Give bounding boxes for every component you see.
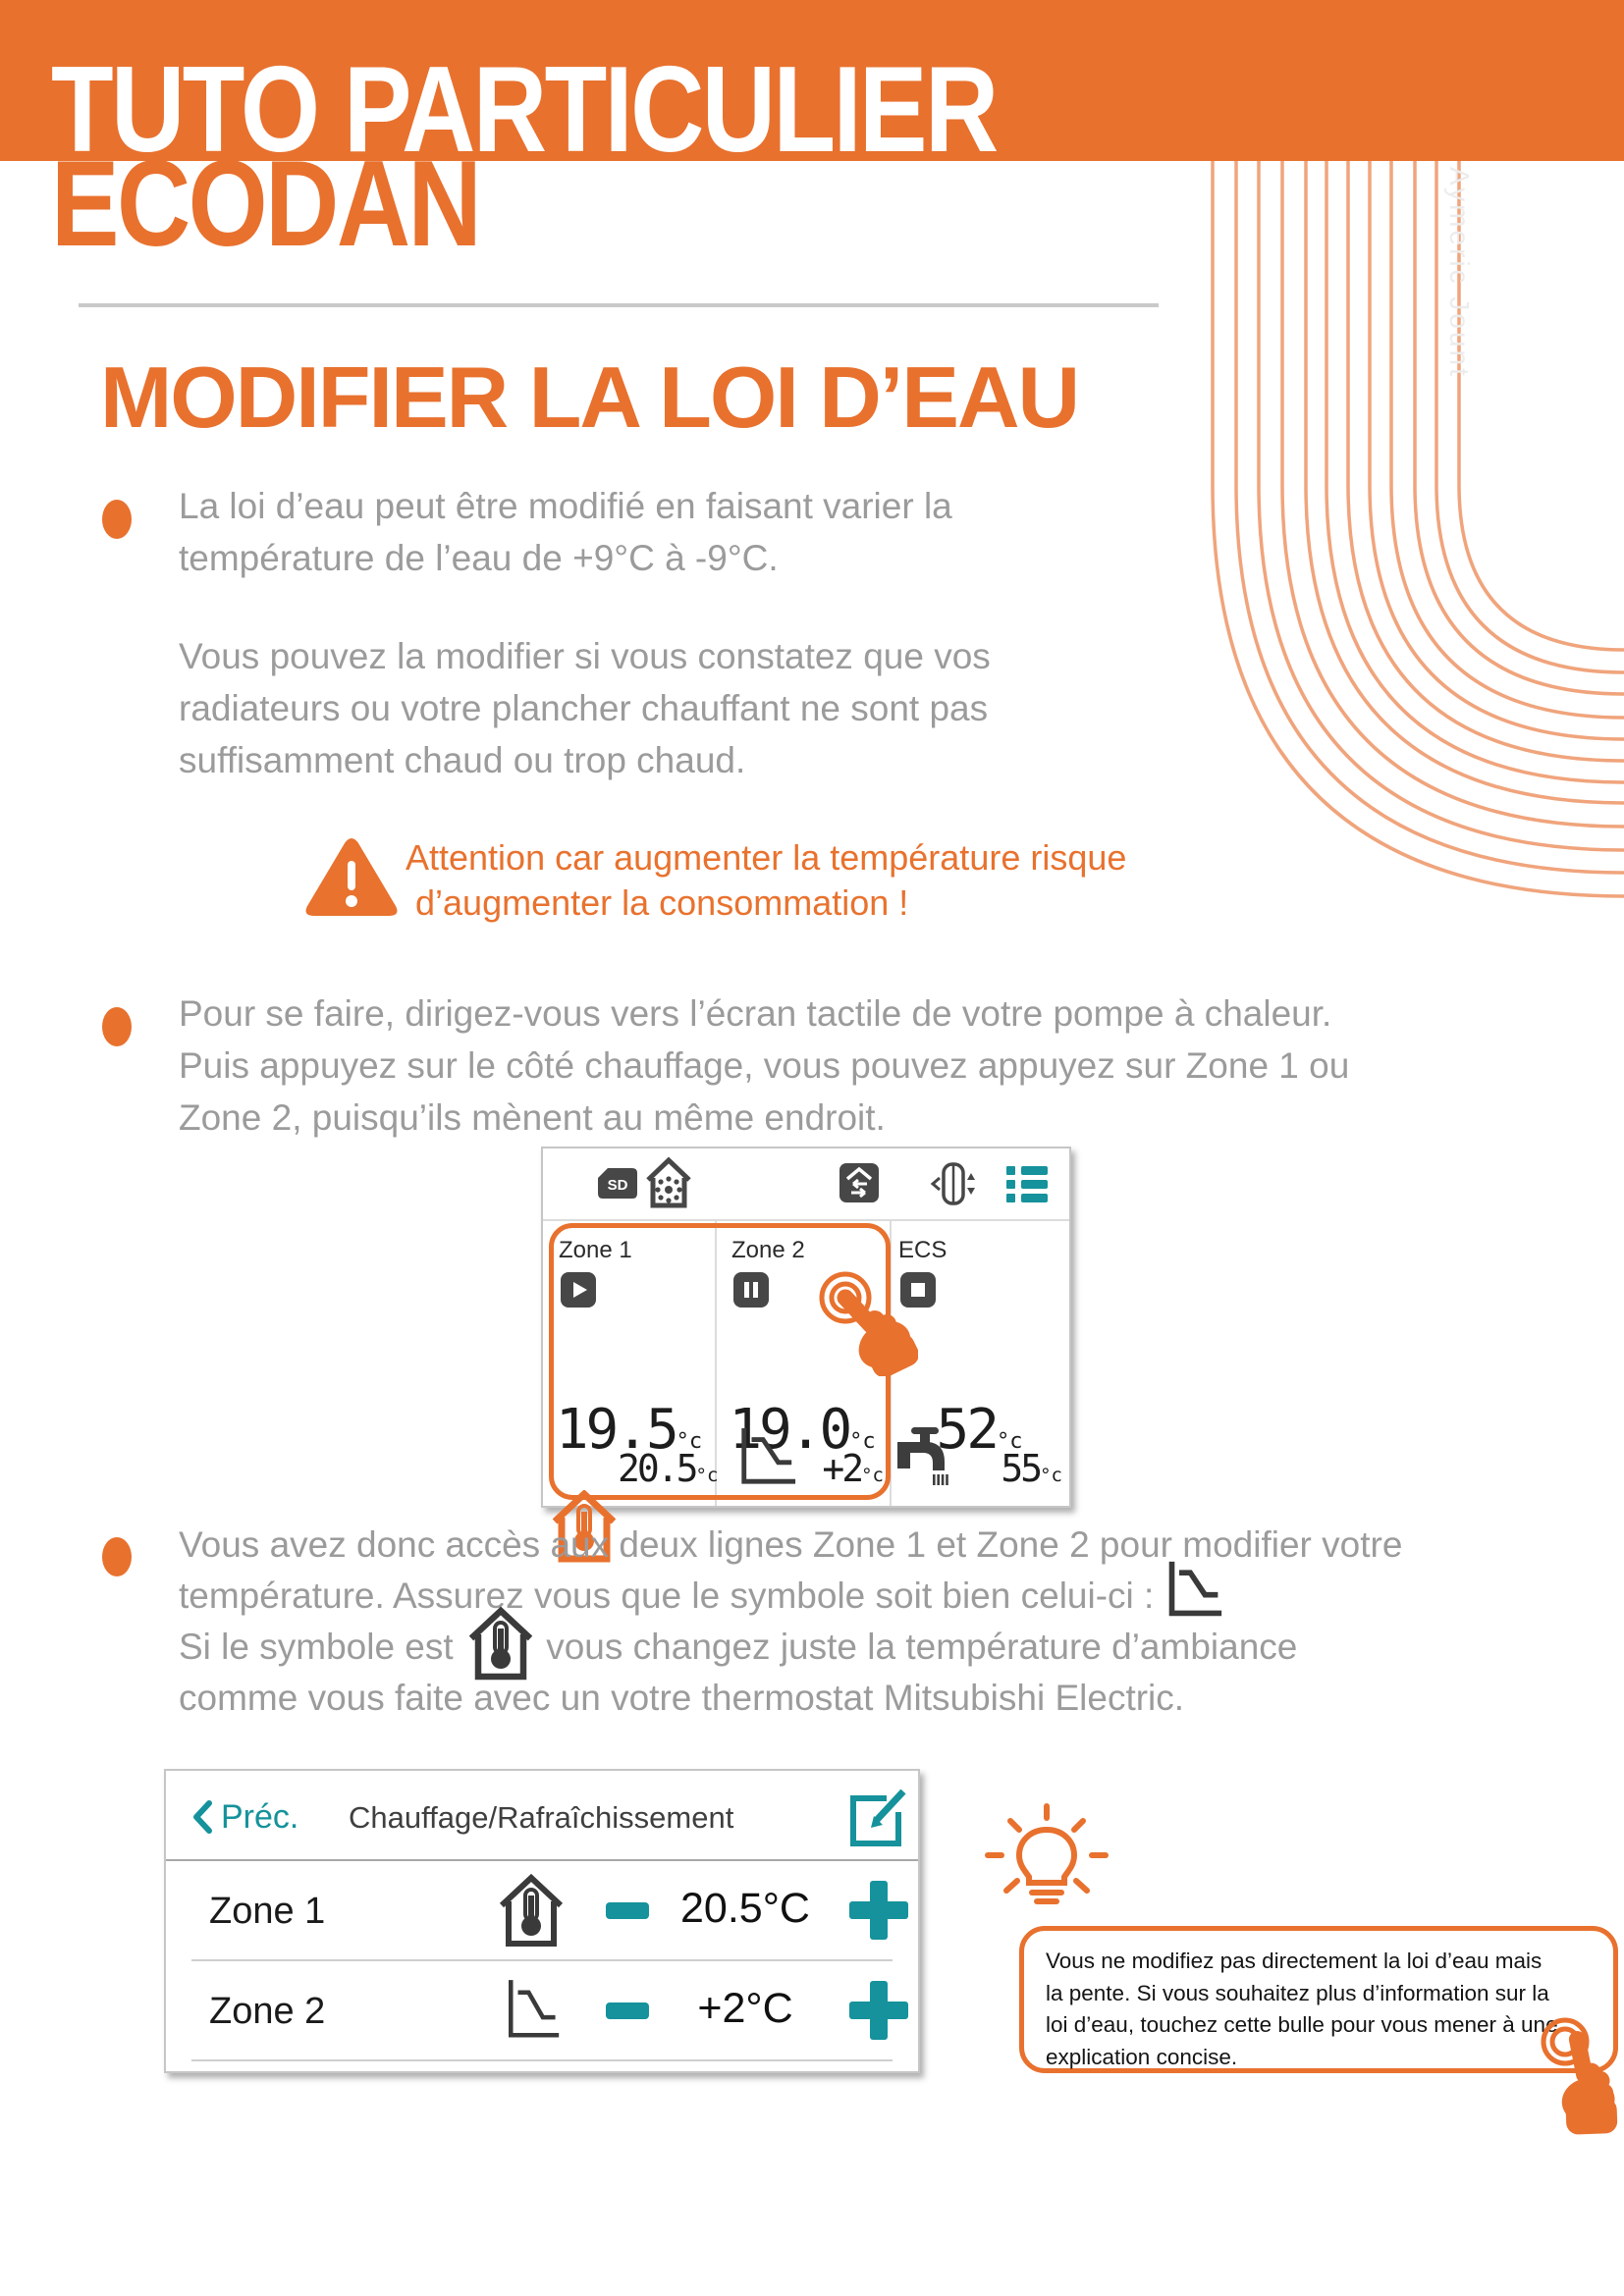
page-title-line2: ECODAN xyxy=(51,136,482,272)
paragraph-2: Vous pouvez la modifier si vous constate… xyxy=(179,636,991,780)
header-divider xyxy=(79,303,1159,307)
zone1-temperature: 19.5°c xyxy=(555,1398,703,1462)
house-thermometer-icon xyxy=(553,1490,616,1563)
back-button[interactable]: Préc. xyxy=(221,1798,299,1836)
status-toolbar: SD xyxy=(543,1148,1069,1221)
zone1-panel[interactable]: Zone 1 19.5°c 20.5°c xyxy=(543,1219,719,1563)
back-chevron-icon[interactable] xyxy=(191,1800,213,1834)
play-icon xyxy=(561,1272,596,1308)
house-thermometer-icon xyxy=(463,1606,536,1681)
bullet-dot xyxy=(102,500,132,539)
heatpump-home-screen: SD xyxy=(541,1147,1071,1563)
column-divider xyxy=(715,1221,717,1506)
zone1-row: Zone 1 20.5°C xyxy=(166,1861,918,1959)
author-watermark: Aymeric Jount xyxy=(1444,167,1475,379)
faucet-icon xyxy=(897,1427,948,1485)
zone2-temperature: 19.0°c xyxy=(729,1398,876,1462)
svg-text:SD: SD xyxy=(608,1177,628,1194)
zone2-panel[interactable]: Zone 2 19.0°c +2°c xyxy=(715,1219,890,1506)
heating-curve-icon xyxy=(1164,1561,1225,1617)
minus-button[interactable] xyxy=(606,1902,649,1919)
zone2-value: +2°C xyxy=(697,1985,793,2032)
heating-curve-icon xyxy=(741,1427,796,1484)
house-transfer-icon xyxy=(839,1163,879,1202)
decorative-arcs xyxy=(1211,161,1624,898)
ecs-setpoint: 55°c xyxy=(1001,1447,1062,1490)
heating-curve-icon xyxy=(508,1980,560,2038)
stop-icon xyxy=(900,1272,936,1308)
pause-icon xyxy=(733,1272,769,1308)
row-divider xyxy=(191,2059,893,2061)
zone1-value: 20.5°C xyxy=(680,1885,810,1932)
screen-title: Chauffage/Rafraîchissement xyxy=(349,1800,734,1835)
zone1-setpoint: 20.5°c xyxy=(618,1447,719,1490)
paragraph-1: La loi d’eau peut être modifié en faisan… xyxy=(179,486,952,578)
ecs-panel[interactable]: ECS 52°c 55°c xyxy=(890,1219,1069,1506)
row-divider xyxy=(191,1959,893,1961)
touch-pointer-icon xyxy=(819,1271,918,1376)
bullet-dot xyxy=(102,1007,132,1046)
paragraph-3: Pour se faire, dirigez-vous vers l’écran… xyxy=(179,993,1350,1138)
minus-button[interactable] xyxy=(606,2002,649,2019)
edit-icon[interactable] xyxy=(847,1787,908,1849)
house-zones-icon xyxy=(646,1156,691,1208)
section-title: MODIFIER LA LOI D’EAU xyxy=(100,348,1080,446)
paragraph-4: Vous avez donc accès aux deux lignes Zon… xyxy=(179,1524,1403,1718)
sd-card-icon: SD xyxy=(598,1168,637,1199)
heating-settings-screen: Préc. Chauffage/Rafraîchissement Zone 1 … xyxy=(164,1769,920,2073)
warning-icon xyxy=(305,838,398,916)
warning-text: Attention car augmenter la température r… xyxy=(406,837,1127,923)
header-banner xyxy=(0,0,1624,161)
lightbulb-icon xyxy=(985,1803,1109,1904)
tip-bubble[interactable]: Vous ne modifiez pas directement la loi … xyxy=(1019,1926,1618,2073)
header-divider xyxy=(166,1859,918,1861)
page-title-line1: TUTO PARTICULIER xyxy=(51,42,999,178)
menu-icon[interactable] xyxy=(1006,1166,1048,1203)
ecs-temperature: 52°c xyxy=(936,1398,1023,1462)
house-thermometer-icon xyxy=(500,1873,563,1947)
bullet-dot xyxy=(102,1537,132,1576)
plus-button[interactable] xyxy=(849,1981,908,2040)
plus-button[interactable] xyxy=(849,1881,908,1940)
zone2-row: Zone 2 +2°C xyxy=(166,1961,918,2059)
touch-pointer-icon xyxy=(1541,2017,1618,2135)
zone2-offset: +2°c xyxy=(822,1447,884,1490)
tank-icon xyxy=(930,1162,975,1205)
